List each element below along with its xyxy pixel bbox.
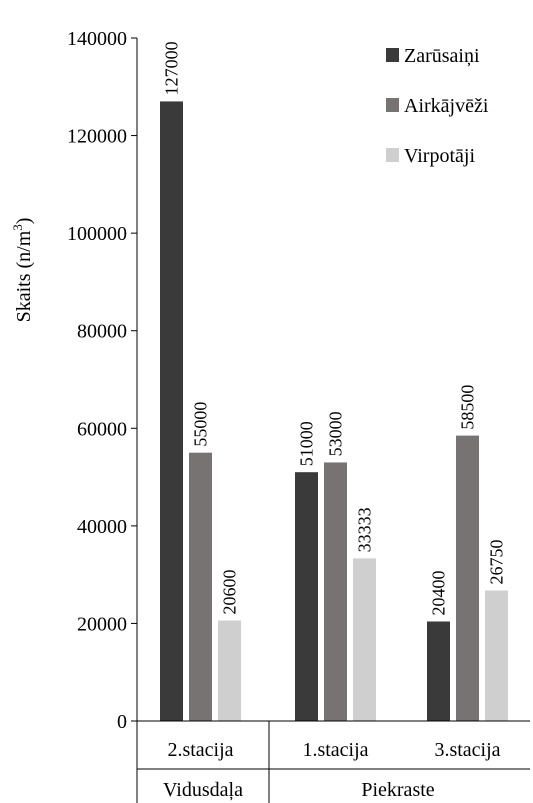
y-axis-title: Skaits (n/m3) <box>10 218 35 323</box>
y-tick-label: 140000 <box>67 28 127 50</box>
bar-1-stacija-3 <box>353 558 376 721</box>
y-axis-title-sup: 3 <box>10 224 25 231</box>
bar-value-label: 127000 <box>162 41 182 95</box>
y-axis-title-main: Skaits (n/m <box>13 230 35 322</box>
bar-value-label: 20600 <box>220 570 240 615</box>
legend-swatch-2 <box>386 98 399 112</box>
bar-value-label: 20400 <box>429 570 449 615</box>
bar-1-stacija-2 <box>324 462 347 721</box>
bar-2-stacija-3 <box>218 620 241 721</box>
bar-2-stacija-1 <box>160 101 183 721</box>
bar-3-stacija-3 <box>485 590 508 721</box>
bar-3-stacija-2 <box>456 435 479 721</box>
y-tick-label: 100000 <box>67 223 127 245</box>
bars-layer: 127000 55000 20600 51000 53000 33333 20400 5850… <box>160 41 508 721</box>
legend-swatch-3 <box>386 148 399 162</box>
bar-value-label: 26750 <box>487 539 507 584</box>
axes-layer: 0 20000 40000 60000 80000 100000 120000 140000 2… <box>67 28 530 803</box>
bar-value-label: 33333 <box>355 507 375 552</box>
bar-value-label: 58500 <box>458 385 478 430</box>
y-tick-label: 40000 <box>77 516 127 538</box>
bar-3-stacija-1 <box>427 621 450 721</box>
bar-2-stacija-2 <box>189 452 212 721</box>
legend-label: Zarūsaiņi <box>404 45 480 67</box>
y-tick-label: 120000 <box>67 126 127 148</box>
y-axis-title-close: ) <box>13 218 35 225</box>
legend-label: Airkājvēži <box>404 95 489 117</box>
x-tick-label: 2.stacija <box>167 739 233 761</box>
y-tick-label: 0 <box>117 711 127 733</box>
legend-label: Virpotāji <box>404 145 475 167</box>
group-label: Piekraste <box>361 779 434 801</box>
x-tick-label: 1.stacija <box>302 739 368 761</box>
legend: Zarūsaiņi Airkājvēži Virpotāji <box>386 45 489 167</box>
bar-1-stacija-1 <box>295 472 318 721</box>
group-label: Vidusdaļa <box>163 779 243 801</box>
legend-swatch-1 <box>386 48 399 62</box>
bar-value-label: 55000 <box>191 402 211 447</box>
bar-value-label: 51000 <box>297 421 317 466</box>
y-tick-label: 80000 <box>77 321 127 343</box>
x-tick-label: 3.stacija <box>434 739 500 761</box>
y-tick-label: 60000 <box>77 418 127 440</box>
bar-value-label: 53000 <box>326 411 346 456</box>
y-tick-label: 20000 <box>77 613 127 635</box>
